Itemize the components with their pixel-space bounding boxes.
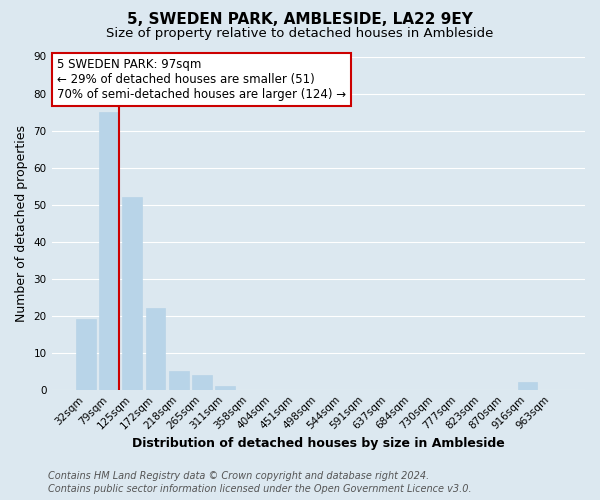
Bar: [169, 371, 188, 390]
Bar: [518, 382, 538, 390]
Bar: [215, 386, 235, 390]
Text: 5 SWEDEN PARK: 97sqm
← 29% of detached houses are smaller (51)
70% of semi-detac: 5 SWEDEN PARK: 97sqm ← 29% of detached h…: [57, 58, 346, 101]
Text: Contains public sector information licensed under the Open Government Licence v3: Contains public sector information licen…: [48, 484, 472, 494]
Bar: [99, 112, 119, 390]
Text: 5, SWEDEN PARK, AMBLESIDE, LA22 9EY: 5, SWEDEN PARK, AMBLESIDE, LA22 9EY: [127, 12, 473, 28]
Text: Size of property relative to detached houses in Ambleside: Size of property relative to detached ho…: [106, 28, 494, 40]
Text: Contains HM Land Registry data © Crown copyright and database right 2024.: Contains HM Land Registry data © Crown c…: [48, 471, 429, 481]
Bar: [76, 320, 95, 390]
Y-axis label: Number of detached properties: Number of detached properties: [15, 124, 28, 322]
Bar: [146, 308, 166, 390]
X-axis label: Distribution of detached houses by size in Ambleside: Distribution of detached houses by size …: [132, 437, 505, 450]
Bar: [122, 197, 142, 390]
Bar: [192, 375, 212, 390]
